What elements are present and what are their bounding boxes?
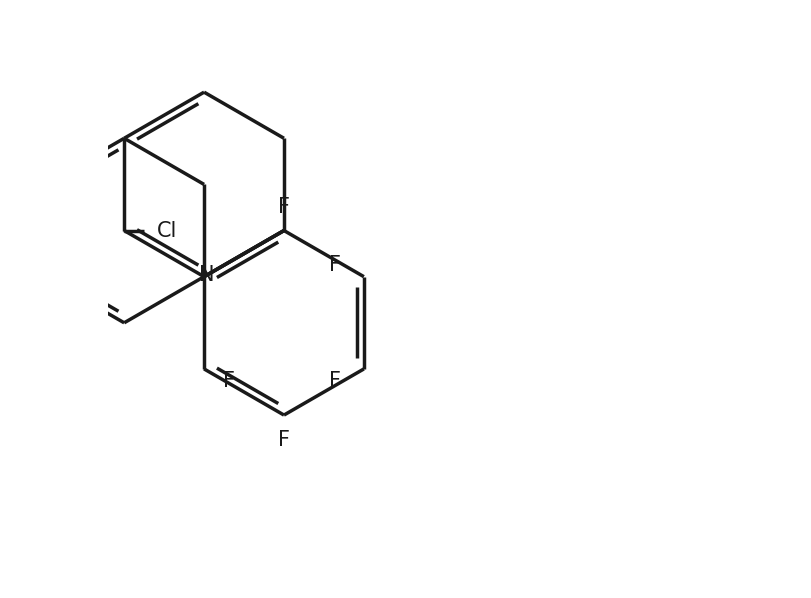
Text: N: N bbox=[199, 266, 215, 285]
Text: F: F bbox=[277, 430, 290, 450]
Text: F: F bbox=[329, 371, 341, 391]
Text: Cl: Cl bbox=[157, 221, 177, 240]
Text: F: F bbox=[277, 197, 290, 216]
Text: F: F bbox=[329, 255, 341, 274]
Text: F: F bbox=[223, 371, 235, 391]
